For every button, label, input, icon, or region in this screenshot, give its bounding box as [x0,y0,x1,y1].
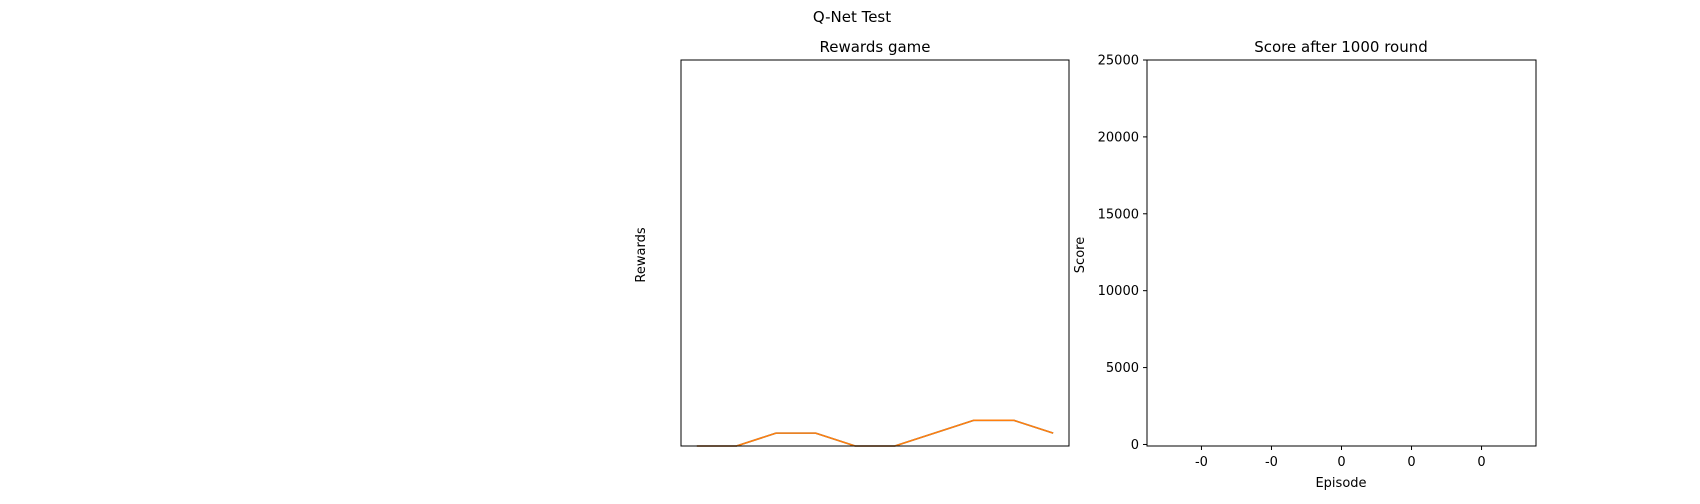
score-x-axis-label: Episode [1315,476,1366,491]
score-x-tick-label-2: 0 [1337,455,1345,470]
score-x-ticks: -0 -0 0 0 0 [1195,446,1486,470]
rewards-panel-title: Rewards game [820,38,931,56]
score-y-ticks: 0 5000 10000 15000 20000 25000 [1098,54,1147,453]
score-x-tick-label-1: -0 [1265,455,1278,470]
rewards-plot-frame [680,59,1070,447]
score-y-tick-label-3: 15000 [1098,207,1139,222]
score-y-tick-label-2: 10000 [1098,284,1139,299]
score-plot-frame [1146,59,1537,447]
rewards-series-group [696,419,1054,447]
score-panel: Score after 1000 round Score Episode 0 50… [1073,38,1537,491]
score-y-tick-label-4: 20000 [1098,130,1139,145]
rewards-y-axis-label: Rewards [634,227,649,282]
score-x-tick-label-3: 0 [1407,455,1415,470]
rewards-series-line-1 [696,419,1054,447]
score-y-tick-label-1: 5000 [1106,361,1139,376]
score-x-tick-label-0: -0 [1195,455,1208,470]
figure-title: Q-Net Test [813,8,891,26]
rewards-panel: Rewards game Rewards [634,38,1070,447]
score-y-axis-label: Score [1073,237,1088,273]
score-x-tick-label-4: 0 [1477,455,1485,470]
score-panel-title: Score after 1000 round [1254,38,1428,56]
score-y-tick-label-0: 0 [1131,438,1139,453]
score-y-tick-label-5: 25000 [1098,54,1139,69]
